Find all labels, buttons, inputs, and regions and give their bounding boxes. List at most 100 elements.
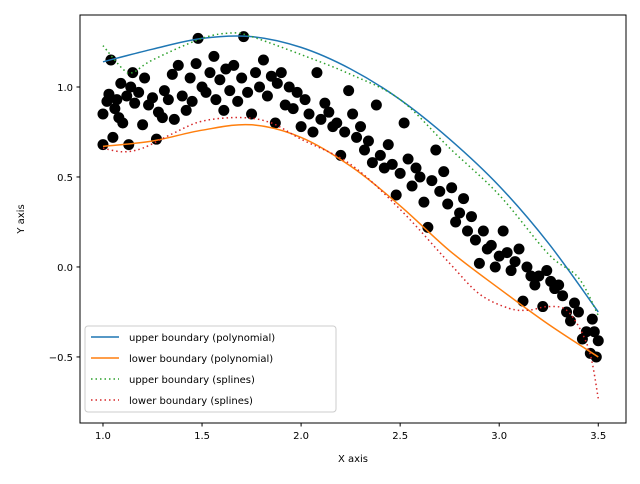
- scatter-point: [525, 270, 537, 282]
- scatter-point: [176, 90, 188, 102]
- scatter-point: [250, 67, 262, 79]
- y-tick-label: 0.0: [57, 263, 73, 274]
- legend-box: [84, 325, 337, 413]
- scatter-point: [339, 126, 351, 138]
- scatter-point: [422, 221, 434, 233]
- scatter-point: [129, 97, 141, 109]
- scatter-point: [355, 121, 367, 133]
- scatter-point: [275, 67, 287, 79]
- series-line-2: [102, 32, 599, 316]
- scatter-point: [462, 225, 474, 237]
- scatter-point: [311, 67, 323, 79]
- scatter-point: [568, 297, 580, 309]
- scatter-point: [287, 103, 299, 115]
- scatter-point: [127, 67, 139, 79]
- scatter-point: [430, 144, 442, 156]
- scatter-point: [210, 94, 222, 106]
- scatter-point: [253, 81, 265, 93]
- scatter-point: [319, 97, 331, 109]
- x-tick-label: 3.5: [590, 431, 606, 442]
- scatter-point: [121, 90, 133, 102]
- scatter-point: [200, 86, 212, 98]
- axes-frame: [79, 14, 627, 424]
- scatter-point: [103, 88, 115, 100]
- scatter-point: [438, 166, 450, 178]
- y-tick-label: 1.0: [57, 83, 73, 94]
- scatter-point: [343, 85, 355, 97]
- scatter-point: [426, 175, 438, 187]
- scatter-point: [553, 279, 565, 291]
- scatter-point: [115, 77, 127, 89]
- scatter-point: [418, 196, 430, 208]
- scatter-point: [315, 113, 327, 125]
- scatter-point: [107, 131, 119, 143]
- scatter-layer: [97, 31, 604, 363]
- scatter-point: [557, 290, 569, 302]
- scatter-point: [291, 86, 303, 98]
- series-line-0: [102, 35, 599, 313]
- lines-layer: [102, 32, 599, 399]
- scatter-point: [497, 225, 509, 237]
- scatter-point: [485, 239, 497, 251]
- scatter-point: [133, 86, 145, 98]
- scatter-point: [473, 257, 485, 269]
- x-tick-label: 3.0: [491, 431, 507, 442]
- scatter-point: [592, 335, 604, 347]
- scatter-point: [246, 108, 258, 120]
- scatter-point: [450, 216, 462, 228]
- scatter-point: [162, 94, 174, 106]
- y-tick-label: 0.5: [57, 173, 73, 184]
- scatter-point: [150, 133, 162, 145]
- legend: upper boundary (polynomial) lower boundar…: [84, 325, 337, 413]
- scatter-point: [580, 326, 592, 338]
- scatter-point: [172, 59, 184, 71]
- y-ticks: −0.5 0.0 0.5 1.0: [49, 83, 80, 364]
- scatter-point: [382, 139, 394, 151]
- scatter-point: [386, 158, 398, 170]
- legend-label: upper boundary (polynomial): [129, 333, 275, 344]
- scatter-point: [565, 315, 577, 327]
- scatter-point: [295, 121, 307, 133]
- scatter-point: [394, 167, 406, 179]
- scatter-point: [184, 72, 196, 84]
- legend-label: lower boundary (polynomial): [129, 354, 273, 365]
- scatter-point: [454, 207, 466, 219]
- scatter-point: [218, 104, 230, 116]
- scatter-point: [204, 67, 216, 79]
- scatter-point: [362, 135, 374, 147]
- scatter-point: [414, 171, 426, 183]
- scatter-point: [168, 113, 180, 125]
- scatter-point: [541, 265, 553, 277]
- scatter-point: [271, 77, 283, 89]
- scatter-point: [465, 211, 477, 223]
- scatter-point: [410, 162, 422, 174]
- x-ticks: 1.0 1.5 2.0 2.5 3.0 3.5: [95, 423, 606, 442]
- scatter-point: [588, 326, 600, 338]
- scatter-point: [323, 106, 335, 118]
- scatter-point: [561, 306, 573, 318]
- scatter-point: [533, 270, 545, 282]
- x-tick-label: 1.5: [194, 431, 210, 442]
- scatter-point: [242, 86, 254, 98]
- x-tick-label: 2.5: [392, 431, 408, 442]
- scatter-point: [166, 68, 178, 80]
- scatter-point: [111, 94, 123, 106]
- scatter-point: [446, 182, 458, 194]
- scatter-point: [434, 185, 446, 197]
- scatter-point: [406, 180, 418, 192]
- scatter-point: [109, 103, 121, 115]
- scatter-point: [469, 234, 481, 246]
- scatter-point: [228, 59, 240, 71]
- scatter-point: [232, 95, 244, 107]
- scatter-point: [257, 54, 269, 66]
- scatter-point: [366, 157, 378, 169]
- scatter-point: [139, 72, 151, 84]
- scatter-point: [283, 81, 295, 93]
- y-tick-label: −0.5: [49, 353, 73, 364]
- scatter-point: [303, 108, 315, 120]
- scatter-point: [137, 119, 149, 131]
- scatter-point: [214, 74, 226, 86]
- scatter-point: [97, 139, 109, 151]
- scatter-point: [97, 108, 109, 120]
- scatter-point: [347, 108, 359, 120]
